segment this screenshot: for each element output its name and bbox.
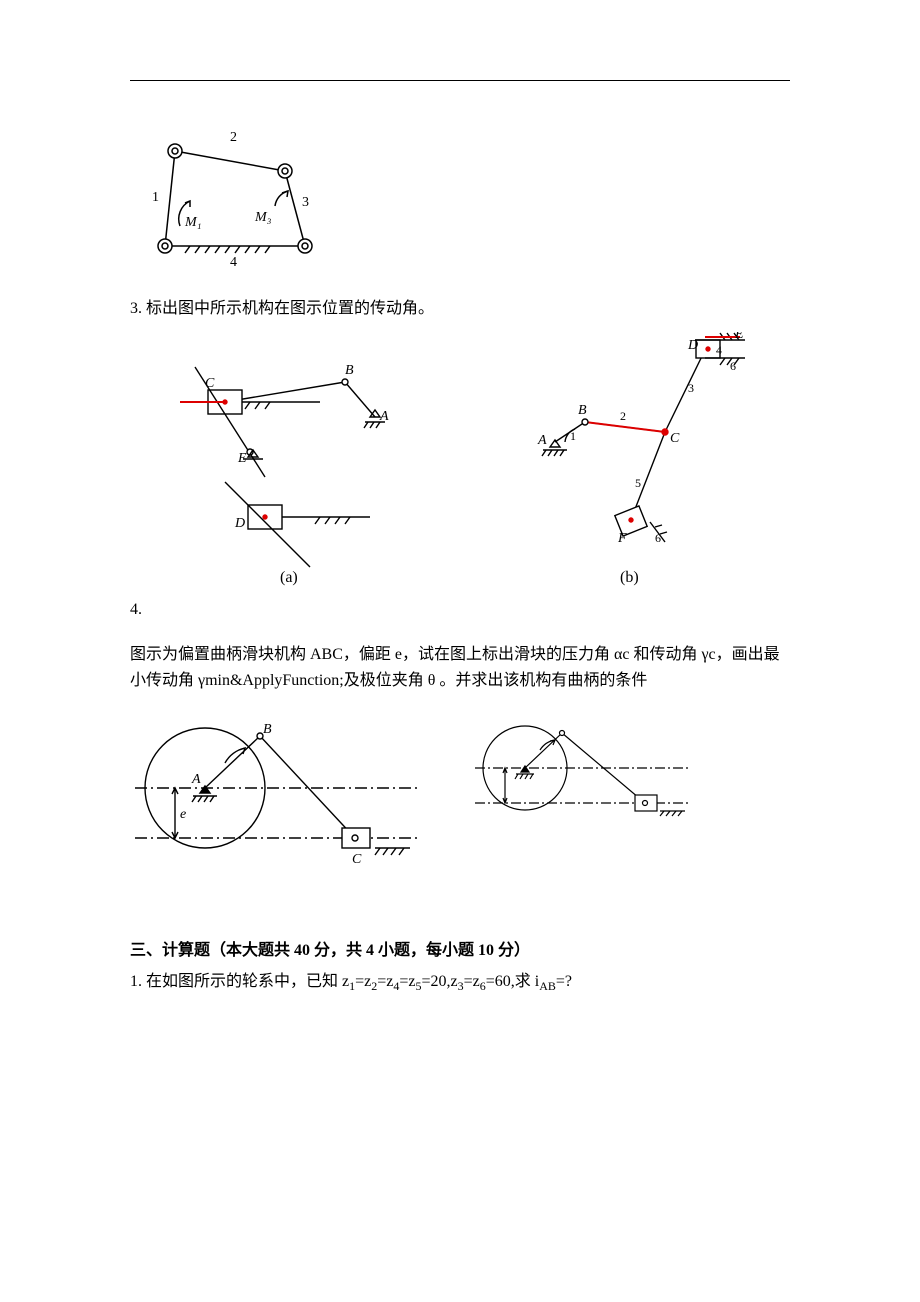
s3-q1-prefix: 1. [130,973,142,990]
q3-body: 标出图中所示机构在图示位置的传动角。 [146,300,434,317]
svg-text:C: C [670,431,680,446]
section3-q1: 1. 在如图所示的轮系中，已知 z1=z2=z4=z5=20,z3=z6=60,… [130,969,790,996]
q4-diagrams: A B C e [130,708,790,878]
svg-text:F: F [617,531,627,546]
fourbar-label-m3: M₃ [254,210,272,225]
svg-text:e: e [180,807,186,822]
q3-number: 3. [130,300,142,317]
svg-text:D: D [234,516,245,531]
q3a-label: (a) [280,569,298,586]
svg-text:B: B [578,403,587,418]
s3-q1-s7: AB [539,979,556,993]
svg-text:4: 4 [716,343,722,357]
svg-text:E: E [237,451,247,466]
s3-q1-p4: =z [399,973,415,990]
fourbar-label-1: 1 [152,190,159,205]
svg-text:A: A [191,772,201,787]
svg-text:C: C [352,852,362,867]
svg-text:5: 5 [635,476,641,490]
svg-text:D: D [687,338,698,353]
s3-q1-p1: 在如图所示的轮系中，已知 z [146,973,349,990]
q4-number: 4. [130,597,790,623]
fourbar-diagram: 1 2 3 4 M₁ M₃ [130,111,330,271]
svg-text:1: 1 [570,429,576,443]
fourbar-label-m1: M₁ [184,215,202,230]
svg-text:3: 3 [688,381,694,395]
svg-text:2: 2 [620,409,626,423]
s3-q1-p6: =z [464,973,480,990]
svg-text:B: B [263,722,272,737]
svg-text:B: B [345,363,354,378]
svg-text:A: A [379,409,389,424]
fourbar-label-4: 4 [230,255,237,270]
q3-diagrams: B A C E D (a) [130,332,790,592]
svg-text:E: E [734,332,744,342]
svg-text:C: C [205,376,215,391]
svg-text:6: 6 [655,531,661,545]
s3-q1-p5: =20,z [421,973,457,990]
fourbar-label-2: 2 [230,130,237,145]
q3-text: 3. 标出图中所示机构在图示位置的传动角。 [130,296,790,322]
s3-q1-p2: =z [355,973,371,990]
q4-diagram-right [470,708,700,838]
q3b-label: (b) [620,569,639,586]
section3-header: 三、计算题（本大题共 40 分，共 4 小题，每小题 10 分） [130,938,790,964]
svg-text:6: 6 [730,359,736,373]
page-top-divider [130,80,790,81]
q3-diagram-a: B A C E D (a) [130,332,450,592]
s3-q1-p7: =60,求 i [486,973,539,990]
svg-text:A: A [537,433,547,448]
q3-diagram-b: A B C D E F 1 2 3 4 5 6 6 (b) [470,332,790,592]
q4-text: 图示为偏置曲柄滑块机构 ABC，偏距 e，试在图上标出滑块的压力角 αc 和传动… [130,642,790,693]
s3-q1-p3: =z [377,973,393,990]
fourbar-label-3: 3 [302,195,309,210]
s3-q1-p8: =? [556,973,572,990]
q4-diagram-left: A B C e [130,708,430,878]
